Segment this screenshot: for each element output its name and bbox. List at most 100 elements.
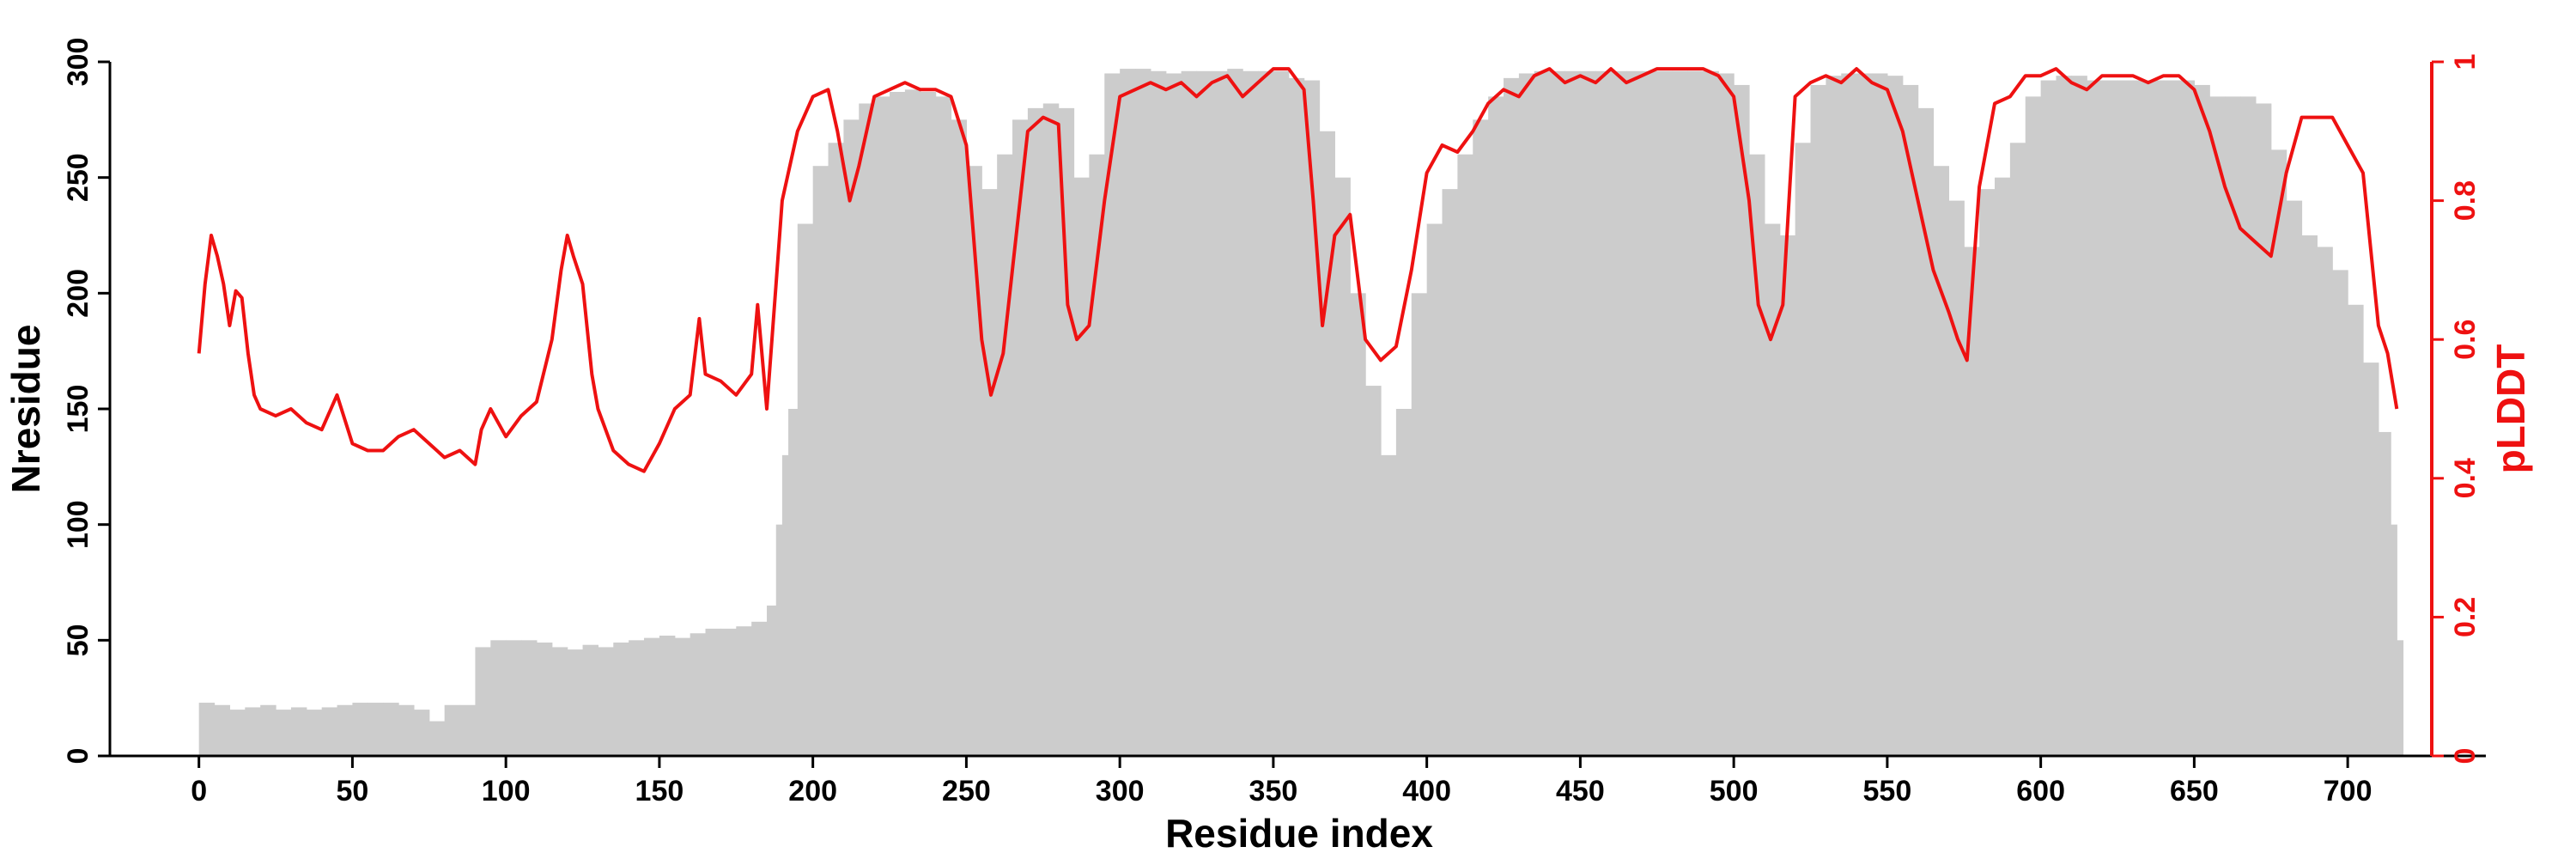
nresidue-bar bbox=[797, 223, 814, 756]
nresidue-bar bbox=[1135, 69, 1151, 756]
nresidue-bar bbox=[1012, 119, 1029, 757]
nresidue-bar bbox=[1181, 70, 1198, 757]
nresidue-bar bbox=[368, 703, 384, 756]
nresidue-bar bbox=[1488, 96, 1504, 756]
nresidue-bar bbox=[1826, 76, 1842, 756]
nresidue-bar bbox=[475, 647, 491, 756]
nresidue-bar bbox=[1027, 107, 1044, 756]
y-tick-label: 50 bbox=[62, 624, 94, 656]
y2-axis-title: pLDDT bbox=[2488, 344, 2533, 474]
nresidue-bar bbox=[674, 637, 691, 756]
nresidue-bar bbox=[1979, 189, 1996, 757]
x-tick-label: 500 bbox=[1710, 775, 1759, 807]
nresidue-bar bbox=[1227, 69, 1243, 756]
x-tick-label: 200 bbox=[788, 775, 837, 807]
nresidue-bar bbox=[705, 628, 722, 756]
nresidue-bar bbox=[1442, 189, 1458, 757]
nresidue-bar bbox=[1948, 200, 1965, 757]
nresidue-bar bbox=[843, 119, 860, 757]
nresidue-bar bbox=[981, 189, 998, 757]
nresidue-bar bbox=[1165, 73, 1182, 756]
nresidue-bar bbox=[413, 710, 430, 756]
nresidue-bar bbox=[1595, 70, 1612, 757]
nresidue-bar bbox=[1473, 119, 1489, 757]
nresidue-bar bbox=[1534, 70, 1551, 757]
nresidue-bar bbox=[690, 633, 707, 756]
nresidue-bar bbox=[812, 166, 829, 756]
nresidue-bar bbox=[2391, 524, 2397, 756]
nresidue-bar bbox=[2348, 304, 2364, 756]
nresidue-bar bbox=[935, 96, 952, 756]
nresidue-bar bbox=[1411, 293, 1428, 756]
x-ticks: 0 50 100 150 200 250 300 350 400 450 500 550 600 650 7… bbox=[191, 756, 2372, 807]
nresidue-bar bbox=[2240, 96, 2257, 756]
x-tick-label: 550 bbox=[1863, 775, 1912, 807]
nresidue-bar bbox=[1258, 70, 1274, 757]
nresidue-bar bbox=[1457, 154, 1473, 756]
nresidue-bar bbox=[2056, 76, 2072, 756]
y-tick-label: 0 bbox=[62, 748, 94, 765]
nresidue-bar bbox=[1749, 154, 1765, 756]
y-tick-label: 250 bbox=[62, 153, 94, 202]
x-tick-label: 150 bbox=[635, 775, 684, 807]
x-tick-label: 600 bbox=[2016, 775, 2065, 807]
nresidue-bar bbox=[1964, 247, 1980, 756]
nresidue-bar bbox=[428, 721, 446, 756]
x-tick-label: 650 bbox=[2170, 775, 2219, 807]
x-tick-label: 50 bbox=[337, 775, 369, 807]
x-tick-label: 700 bbox=[2324, 775, 2372, 807]
nresidue-bar bbox=[2040, 80, 2057, 756]
nresidue-bar bbox=[1504, 77, 1520, 756]
nresidue-bar bbox=[582, 644, 599, 756]
nresidue-bar bbox=[1120, 69, 1136, 756]
y-ticks: 0 50 100 150 200 250 300 bbox=[62, 38, 110, 765]
nresidue-bar bbox=[1841, 73, 1857, 756]
nresidue-bar bbox=[2209, 96, 2226, 756]
nresidue-bar bbox=[1672, 70, 1689, 757]
nresidue-bar bbox=[890, 92, 906, 757]
nresidue-bar bbox=[551, 647, 568, 756]
nresidue-bar bbox=[306, 710, 323, 756]
nresidue-bar bbox=[629, 640, 645, 756]
nresidue-bar bbox=[2194, 84, 2210, 756]
nresidue-bar bbox=[1656, 70, 1674, 757]
nresidue-bar bbox=[2178, 80, 2195, 756]
nresidue-bar bbox=[2332, 270, 2348, 756]
nresidue-bar bbox=[720, 628, 737, 756]
nresidue-bar bbox=[2009, 143, 2026, 756]
nresidue-bar bbox=[2255, 103, 2272, 757]
nresidue-bar bbox=[321, 707, 338, 756]
nresidue-bar bbox=[1365, 386, 1382, 756]
nresidue-bar bbox=[1058, 107, 1075, 756]
x-tick-label: 100 bbox=[482, 775, 531, 807]
nresidue-bar bbox=[751, 621, 768, 756]
nresidue-bar bbox=[2317, 247, 2333, 756]
x-tick-label: 300 bbox=[1096, 775, 1145, 807]
nresidue-bar bbox=[920, 92, 937, 757]
nresidue-bar bbox=[1273, 70, 1290, 757]
y-tick-label: 150 bbox=[62, 385, 94, 434]
nresidue-bar bbox=[951, 119, 968, 757]
nresidue-bar bbox=[788, 409, 799, 756]
nresidue-bar bbox=[997, 154, 1013, 756]
nresidue-bar bbox=[1810, 84, 1826, 756]
nresidue-bar bbox=[567, 649, 584, 756]
nresidue-bar bbox=[1104, 73, 1121, 756]
plddt-line bbox=[197, 67, 2399, 473]
nresidue-bar bbox=[2102, 80, 2118, 756]
x-tick-label: 450 bbox=[1556, 775, 1605, 807]
nresidue-bar bbox=[1795, 143, 1812, 756]
nresidue-bar bbox=[828, 143, 845, 756]
nresidue-bar bbox=[1042, 103, 1060, 757]
nresidue-bar bbox=[1611, 70, 1627, 757]
nresidue-bar bbox=[444, 704, 461, 756]
nresidue-bar bbox=[1564, 70, 1581, 757]
y2-tick-label: 0.6 bbox=[2449, 320, 2482, 360]
nresidue-bar bbox=[1395, 409, 1413, 756]
y2-tick-label: 0.2 bbox=[2449, 597, 2482, 637]
nresidue-bar bbox=[1319, 131, 1335, 757]
nresidue-bar bbox=[2270, 149, 2287, 756]
nresidue-bar bbox=[506, 640, 522, 756]
nresidue-bar bbox=[1902, 84, 1919, 756]
x-tick-label: 400 bbox=[1402, 775, 1451, 807]
